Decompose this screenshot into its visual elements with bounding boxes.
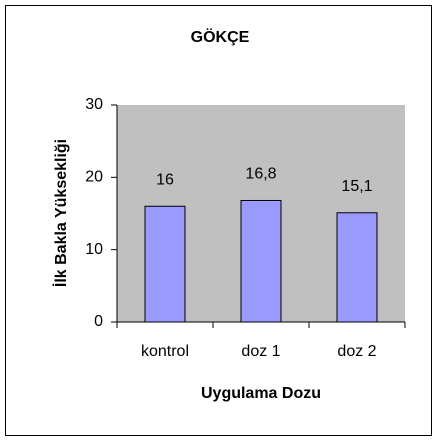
y-tick-label: 30 bbox=[85, 96, 103, 113]
x-axis-label: Uygulama Dozu bbox=[201, 385, 321, 402]
x-tick-label: kontrol bbox=[141, 343, 189, 360]
data-label: 16,8 bbox=[245, 166, 276, 183]
y-tick-label: 0 bbox=[94, 313, 103, 330]
data-label: 16 bbox=[156, 171, 174, 188]
x-tick-label: doz 1 bbox=[241, 343, 280, 360]
data-label: 15,1 bbox=[341, 178, 372, 195]
bar bbox=[240, 199, 282, 323]
x-tick-label: doz 2 bbox=[337, 343, 376, 360]
bar bbox=[144, 205, 186, 323]
chart-title: GÖKÇE bbox=[191, 27, 250, 46]
bar bbox=[336, 212, 378, 323]
y-tick-label: 10 bbox=[85, 241, 103, 258]
y-tick-label: 20 bbox=[85, 169, 103, 186]
y-axis-label: İlk Bakla Yüksekliği bbox=[52, 139, 70, 287]
